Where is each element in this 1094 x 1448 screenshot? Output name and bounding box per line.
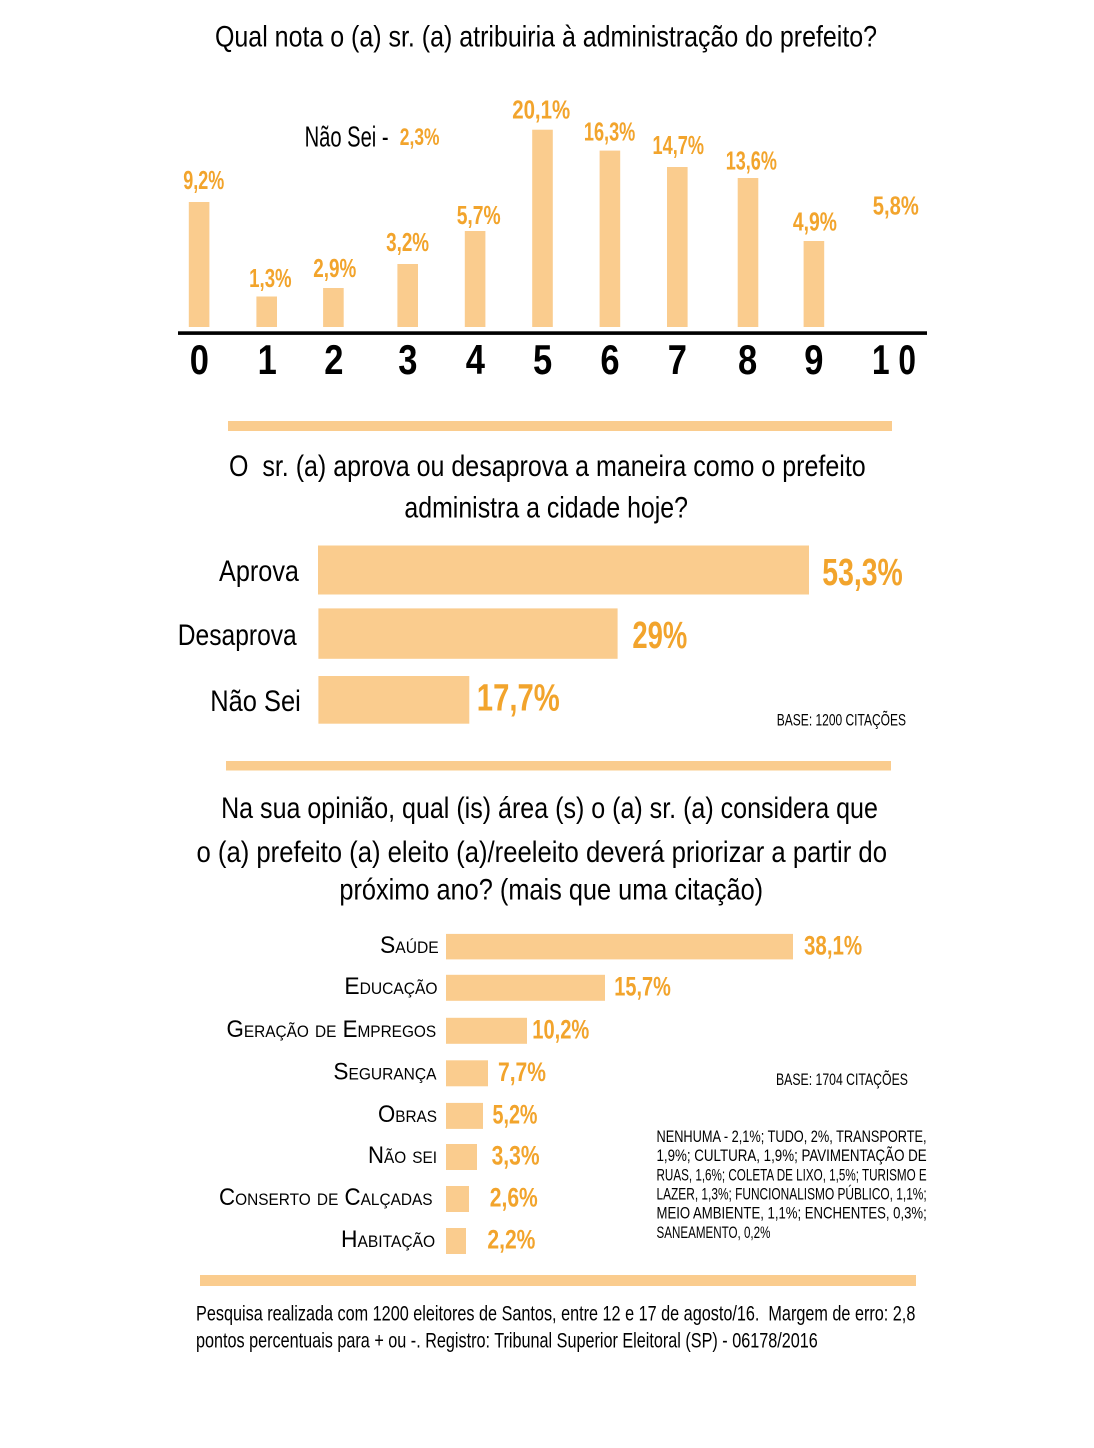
svg-text:8: 8	[738, 337, 757, 384]
svg-text:Geração de Empregos: Geração de Empregos	[227, 1015, 437, 1042]
svg-text:2,9%: 2,9%	[313, 253, 356, 283]
svg-text:Obras: Obras	[378, 1100, 437, 1127]
svg-text:SANEAMENTO, 0,2%: SANEAMENTO, 0,2%	[657, 1224, 771, 1243]
svg-text:7,7%: 7,7%	[498, 1058, 546, 1088]
svg-text:4: 4	[466, 337, 486, 384]
svg-text:15,7%: 15,7%	[614, 973, 670, 1003]
svg-text:pontos percentuais para + ou -: pontos percentuais para + ou -. Registro…	[196, 1328, 818, 1352]
svg-text:Não Sei -: Não Sei -	[305, 121, 389, 154]
svg-text:3: 3	[398, 337, 417, 384]
svg-text:4,9%: 4,9%	[793, 207, 837, 237]
svg-text:NENHUMA - 2,1%; TUDO, 2%, TRAN: NENHUMA - 2,1%; TUDO, 2%, TRANSPORTE,	[657, 1127, 927, 1146]
svg-text:o (a) prefeito (a) eleito (a)/: o (a) prefeito (a) eleito (a)/reeleito d…	[197, 835, 887, 868]
svg-text:3,2%: 3,2%	[386, 227, 429, 257]
svg-text:17,7%: 17,7%	[477, 677, 560, 720]
svg-text:6: 6	[600, 337, 619, 384]
svg-text:9: 9	[804, 337, 823, 384]
svg-text:RUAS, 1,6%; COLETA DE LIXO, 1,: RUAS, 1,6%; COLETA DE LIXO, 1,5%; TURISM…	[657, 1166, 927, 1185]
svg-text:Pesquisa realizada com 1200 el: Pesquisa realizada com 1200 eleitores de…	[196, 1301, 915, 1324]
svg-text:BASE: 1200 CITAÇÕES: BASE: 1200 CITAÇÕES	[777, 711, 906, 731]
svg-text:3,3%: 3,3%	[492, 1141, 540, 1171]
svg-text:1,9%; CULTURA, 1,9%; PAVIMENTA: 1,9%; CULTURA, 1,9%; PAVIMENTAÇÃO DE	[657, 1147, 927, 1166]
svg-text:Educação: Educação	[344, 972, 437, 999]
svg-text:Desaprova: Desaprova	[178, 618, 298, 652]
svg-text:Segurança: Segurança	[333, 1058, 436, 1085]
svg-text:2,6%: 2,6%	[490, 1183, 538, 1213]
svg-text:Aprova: Aprova	[219, 554, 300, 588]
svg-text:5,8%: 5,8%	[873, 191, 919, 220]
svg-text:Na sua opinião, qual (is) área: Na sua opinião, qual (is) área (s) o (a)…	[221, 791, 878, 825]
svg-text:administra a cidade hoje?: administra a cidade hoje?	[404, 490, 688, 524]
svg-text:2: 2	[324, 337, 343, 384]
svg-text:5,7%: 5,7%	[457, 200, 501, 230]
svg-text:MEIO AMBIENTE, 1,1%; ENCHENTES: MEIO AMBIENTE, 1,1%; ENCHENTES, 0,3%;	[657, 1204, 927, 1223]
svg-text:0: 0	[190, 337, 209, 384]
svg-text:53,3%: 53,3%	[822, 552, 902, 594]
svg-text:14,7%: 14,7%	[653, 131, 705, 160]
svg-text:29%: 29%	[632, 615, 687, 657]
svg-text:1 0: 1 0	[872, 336, 916, 383]
svg-text:9,2%: 9,2%	[183, 166, 224, 195]
svg-text:1,3%: 1,3%	[249, 264, 291, 293]
svg-text:13,6%: 13,6%	[726, 146, 777, 175]
svg-text:38,1%: 38,1%	[804, 931, 862, 961]
svg-text:2,3%: 2,3%	[400, 124, 440, 150]
svg-text:2,2%: 2,2%	[487, 1225, 535, 1255]
svg-text:O sr. (a) aprova ou desaprova: O sr. (a) aprova ou desaprova a maneira …	[229, 449, 866, 483]
svg-text:próximo ano? (mais que uma cit: próximo ano? (mais que uma citação)	[339, 873, 763, 906]
svg-text:20,1%: 20,1%	[512, 95, 570, 124]
svg-text:Não sei: Não sei	[368, 1141, 437, 1168]
svg-text:5: 5	[533, 337, 552, 384]
svg-text:5,2%: 5,2%	[493, 1101, 538, 1131]
svg-text:1: 1	[258, 337, 277, 384]
svg-text:BASE: 1704 CITAÇÕES: BASE: 1704 CITAÇÕES	[776, 1070, 908, 1089]
svg-text:Qual nota o (a) sr. (a) atribu: Qual nota o (a) sr. (a) atribuiria à adm…	[215, 19, 877, 53]
svg-text:16,3%: 16,3%	[584, 117, 636, 146]
svg-text:Habitação: Habitação	[341, 1225, 435, 1252]
svg-text:Conserto de Calçadas: Conserto de Calçadas	[219, 1183, 433, 1210]
svg-text:10,2%: 10,2%	[532, 1015, 589, 1046]
svg-text:7: 7	[668, 337, 687, 384]
svg-text:Saúde: Saúde	[380, 931, 439, 958]
svg-text:Não Sei: Não Sei	[210, 684, 300, 717]
svg-text:LAZER, 1,3%; FUNCIONALISMO PÚB: LAZER, 1,3%; FUNCIONALISMO PÚBLICO, 1,1%…	[657, 1184, 927, 1204]
